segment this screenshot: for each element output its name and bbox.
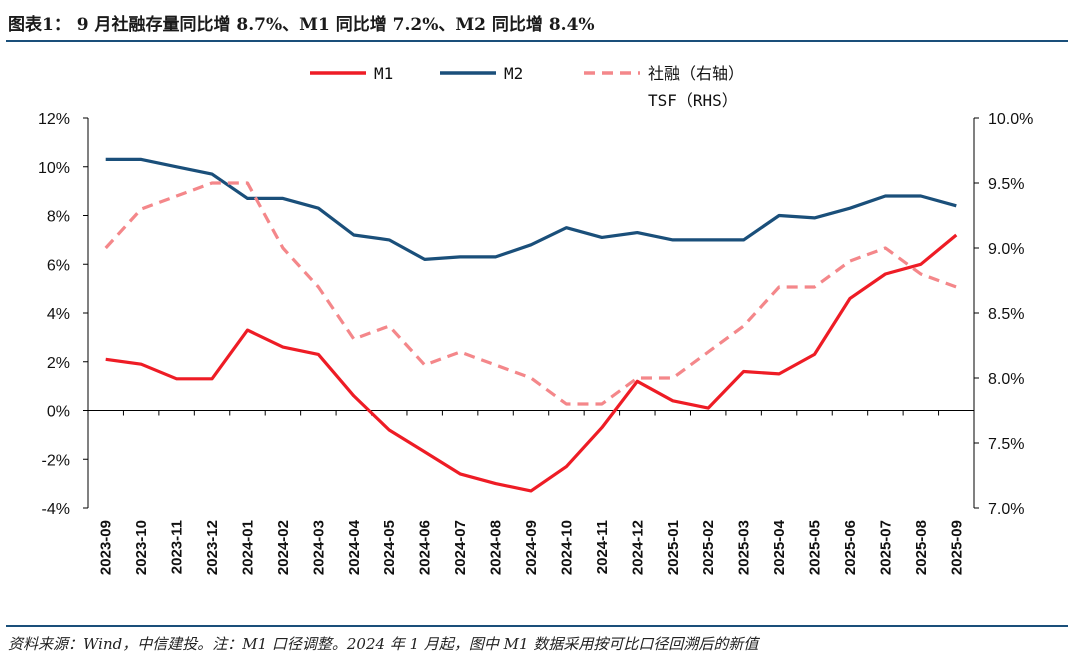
x-tick-label: 2023-10 <box>133 520 150 575</box>
chart-ticks: -4% -2% 0% 2% 4% 6% 8% 10% 12% 7.0% 7.5% 8.0% 8.5% 9.… <box>38 111 1033 575</box>
source-note: 资料来源：Wind，中信建投。注：M1 口径调整。2024 年 1 月起，图中 … <box>8 635 759 653</box>
x-tick-label: 2024-10 <box>558 520 575 575</box>
right-tick-label: 9.0% <box>988 241 1024 258</box>
x-tick-label: 2024-09 <box>523 520 540 575</box>
x-tick-label: 2025-06 <box>842 520 859 575</box>
left-tick-label: 6% <box>47 257 70 274</box>
x-tick-label: 2025-05 <box>807 520 824 575</box>
title-rule <box>6 40 1068 42</box>
x-tick-label: 2025-04 <box>771 519 788 575</box>
x-tick-label: 2025-09 <box>948 520 965 575</box>
x-tick-label: 2024-07 <box>452 520 469 575</box>
footer-rule <box>6 625 1068 627</box>
left-tick-label: 4% <box>47 306 70 323</box>
legend-m2-label: M2 <box>504 64 523 83</box>
x-tick-label: 2023-11 <box>169 520 186 574</box>
x-tick-label: 2025-03 <box>736 520 753 575</box>
x-tick-label: 2025-07 <box>877 520 894 575</box>
left-tick-label: 0% <box>47 404 70 421</box>
x-tick-label: 2024-05 <box>381 520 398 575</box>
right-tick-label: 8.0% <box>988 371 1024 388</box>
chart-title: 图表1： 9 月社融存量同比增 8.7%、M1 同比增 7.2%、M2 同比增 … <box>8 15 595 35</box>
x-tick-label: 2025-01 <box>665 520 682 575</box>
left-tick-label: 10% <box>38 160 70 177</box>
x-tick-label: 2024-02 <box>275 520 292 575</box>
series-line-m1 <box>105 233 958 493</box>
x-tick-label: 2025-02 <box>700 520 717 575</box>
left-tick-label: 12% <box>38 111 70 128</box>
left-tick-label: -4% <box>42 501 70 518</box>
x-tick-label: 2024-03 <box>310 520 327 575</box>
x-tick-label: 2024-08 <box>488 520 505 575</box>
right-tick-label: 7.0% <box>988 501 1024 518</box>
right-tick-label: 9.5% <box>988 176 1024 193</box>
left-tick-label: 8% <box>47 209 70 226</box>
chart-legend: M1 M2 社融（右轴） TSF（RHS） <box>310 64 744 110</box>
chart-lines <box>104 157 958 493</box>
left-tick-label: 2% <box>47 355 70 372</box>
legend-tsf-label: 社融（右轴） <box>648 64 744 83</box>
right-tick-label: 7.5% <box>988 436 1024 453</box>
chart: -4% -2% 0% 2% 4% 6% 8% 10% 12% 7.0% 7.5% 8.0% 8.5% 9.… <box>38 64 1033 575</box>
x-tick-label: 2024-11 <box>594 520 611 574</box>
left-tick-label: -2% <box>42 452 70 469</box>
right-tick-label: 8.5% <box>988 306 1024 323</box>
legend-tsf-label-en: TSF（RHS） <box>648 91 738 110</box>
x-tick-label: 2023-09 <box>98 520 115 575</box>
x-tick-label: 2024-12 <box>629 520 646 575</box>
right-tick-label: 10.0% <box>988 111 1033 128</box>
x-tick-label: 2024-01 <box>239 520 256 575</box>
series-line-m2 <box>105 157 957 261</box>
x-tick-label: 2024-04 <box>346 519 363 575</box>
x-tick-label: 2024-06 <box>417 520 434 575</box>
x-tick-label: 2025-08 <box>913 520 930 575</box>
series-line-tsf <box>104 181 957 406</box>
legend-m1-label: M1 <box>374 64 393 83</box>
x-tick-label: 2023-12 <box>204 520 221 575</box>
